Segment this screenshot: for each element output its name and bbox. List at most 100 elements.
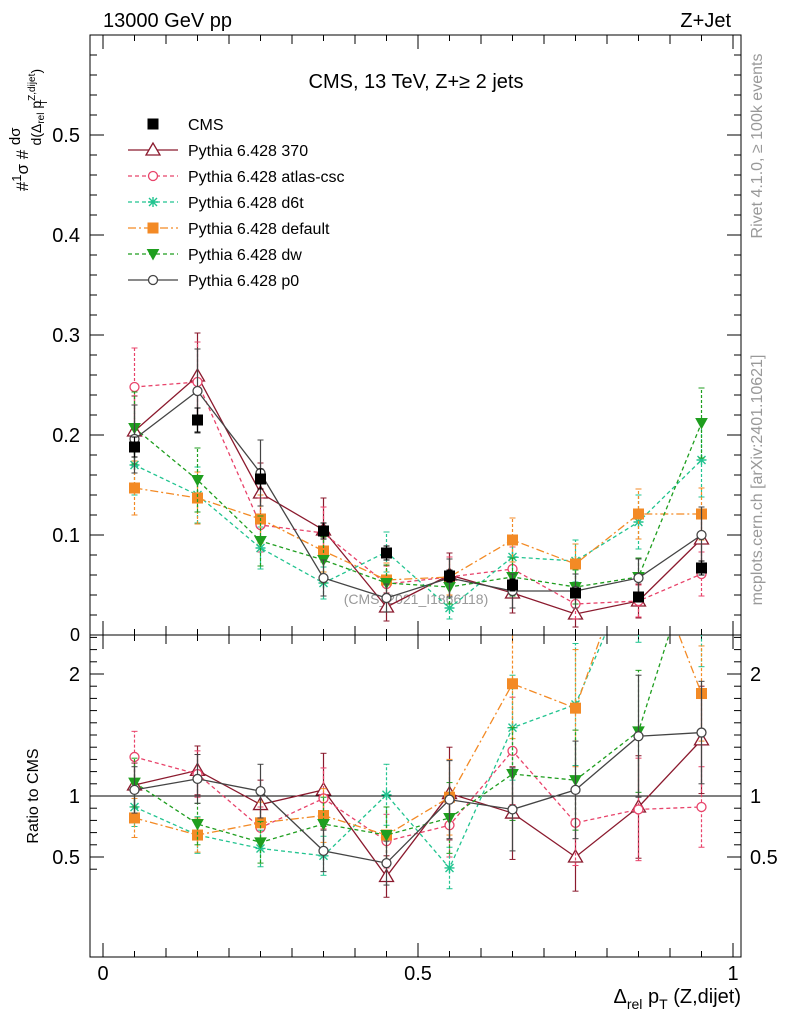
- legend-swatch-marker: [146, 249, 160, 261]
- main-series: [129, 460, 707, 598]
- cms-data-point: [507, 579, 518, 591]
- cms-data-point: [633, 591, 644, 603]
- ratio-point: [318, 845, 329, 857]
- ratio-point: [444, 794, 455, 805]
- main-point: [570, 558, 581, 570]
- ratio-point: [570, 784, 581, 796]
- x-tick-label: 0.5: [404, 963, 432, 985]
- legend-swatch-marker: [147, 118, 159, 130]
- ratio-point: [381, 857, 392, 869]
- main-y-tick-label: 0.4: [52, 225, 80, 247]
- cms-data-point: [129, 441, 140, 453]
- main-series-layer: [126, 332, 710, 628]
- main-point: [129, 381, 140, 393]
- main-point: [318, 572, 329, 584]
- legend-label: Pythia 6.428 p0: [188, 273, 299, 290]
- ratio-point: [255, 785, 266, 797]
- ratio-point: [567, 848, 584, 863]
- main-y-tick-label: 0.3: [52, 325, 80, 347]
- cms-data-point: [192, 414, 203, 426]
- ratio-y-tick-label-right: 1: [750, 786, 761, 808]
- main-point: [696, 455, 707, 465]
- main-panel-title: CMS, 13 TeV, Z+≥ 2 jets: [309, 71, 524, 93]
- ratio-y-axis-label: Ratio to CMS: [25, 748, 42, 843]
- ratio-y-tick-label-right: 0.5: [750, 847, 778, 869]
- ratio-line: [134, 731, 702, 864]
- ratio-line: [134, 635, 703, 836]
- main-line: [134, 459, 702, 609]
- legend-label: Pythia 6.428 atlas-csc: [188, 169, 345, 186]
- ratio-y-tick-label: 1: [69, 786, 80, 808]
- ratio-point: [696, 801, 707, 813]
- ratio-point: [381, 789, 392, 800]
- cms-data-series: [129, 407, 707, 603]
- legend-entry: Pythia 6.428 p0: [128, 273, 299, 290]
- svg-text:#1σ # dσd(Δrel pZ,dijetT): #1σ # dσ d(Δrel pZ,dijetT): [7, 69, 50, 191]
- main-y-tick-label: 0.1: [52, 525, 80, 547]
- main-series: [126, 332, 710, 628]
- mcplots-side-label: mcplots.cern.ch [arXiv:2401.10621]: [749, 355, 766, 606]
- ratio-line: [134, 635, 670, 844]
- ratio-point: [254, 837, 267, 849]
- legend-label: CMS: [188, 117, 224, 134]
- main-zero-tick-label: 0: [70, 625, 80, 645]
- ratio-series-layer: [126, 635, 710, 898]
- main-series: [129, 422, 707, 620]
- ratio-point: [380, 830, 393, 842]
- ratio-series: [129, 674, 707, 886]
- x-tick-label: 1: [727, 963, 738, 985]
- header-right-label: Z+Jet: [680, 10, 731, 32]
- ratio-line: [134, 739, 702, 878]
- ratio-y-tick-label: 2: [69, 664, 80, 686]
- cms-data-point: [444, 570, 455, 582]
- ratio-point: [696, 727, 707, 738]
- main-series: [129, 348, 707, 613]
- main-point: [254, 536, 267, 548]
- main-point: [381, 592, 392, 604]
- ratio-series: [129, 635, 705, 890]
- ratio-point: [507, 678, 518, 690]
- legend-label: Pythia 6.428 dw: [188, 247, 302, 264]
- x-axis-label: Δrel pT (Z,dijet): [613, 986, 741, 1012]
- ratio-point: [192, 773, 203, 785]
- main-point: [695, 418, 708, 430]
- cms-data-point: [696, 562, 707, 574]
- legend-swatch-marker: [147, 222, 159, 234]
- legend-entry: Pythia 6.428 default: [128, 221, 330, 238]
- ratio-series: [126, 685, 710, 898]
- ratio-point: [444, 862, 455, 873]
- main-point: [129, 482, 140, 494]
- main-line: [134, 381, 702, 605]
- legend-label: Pythia 6.428 d6t: [188, 195, 304, 212]
- legend: CMS Pythia 6.428 370 Pythia 6.428 atlas-cs…: [128, 117, 345, 290]
- legend-entry: Pythia 6.428 dw: [128, 247, 302, 264]
- main-point: [696, 529, 707, 541]
- main-series: [129, 341, 707, 620]
- ratio-point: [633, 731, 644, 742]
- legend-entry: Pythia 6.428 d6t: [128, 195, 304, 212]
- main-line: [134, 374, 702, 615]
- ratio-line: [134, 749, 702, 842]
- main-line: [134, 487, 702, 581]
- legend-entry: Pythia 6.428 370: [128, 141, 308, 160]
- legend-label: Pythia 6.428 default: [188, 221, 330, 238]
- ratio-point: [317, 819, 330, 831]
- legend-swatch-marker: [144, 141, 162, 156]
- main-y-tick-label: 0.5: [52, 125, 80, 147]
- ratio-point: [507, 804, 518, 815]
- ratio-point: [191, 819, 204, 831]
- legend-entry: CMS: [147, 117, 224, 134]
- main-point: [633, 508, 644, 520]
- legend-swatch-marker: [147, 274, 159, 286]
- x-tick-label: 0: [97, 963, 108, 985]
- ratio-series: [128, 635, 670, 864]
- header-left-label: 13000 GeV pp: [103, 10, 232, 32]
- main-point: [191, 475, 204, 487]
- legend-swatch-marker: [147, 170, 159, 182]
- main-point: [192, 385, 203, 397]
- main-point: [444, 603, 455, 613]
- ratio-y-tick-label-right: 2: [750, 664, 761, 686]
- axes-layer: 0 0.5 1 0.1 0.2 0.3 0.4 0.5 0.5 0.5 1 1 2 2: [52, 34, 778, 985]
- legend-label: Pythia 6.428 370: [188, 143, 308, 160]
